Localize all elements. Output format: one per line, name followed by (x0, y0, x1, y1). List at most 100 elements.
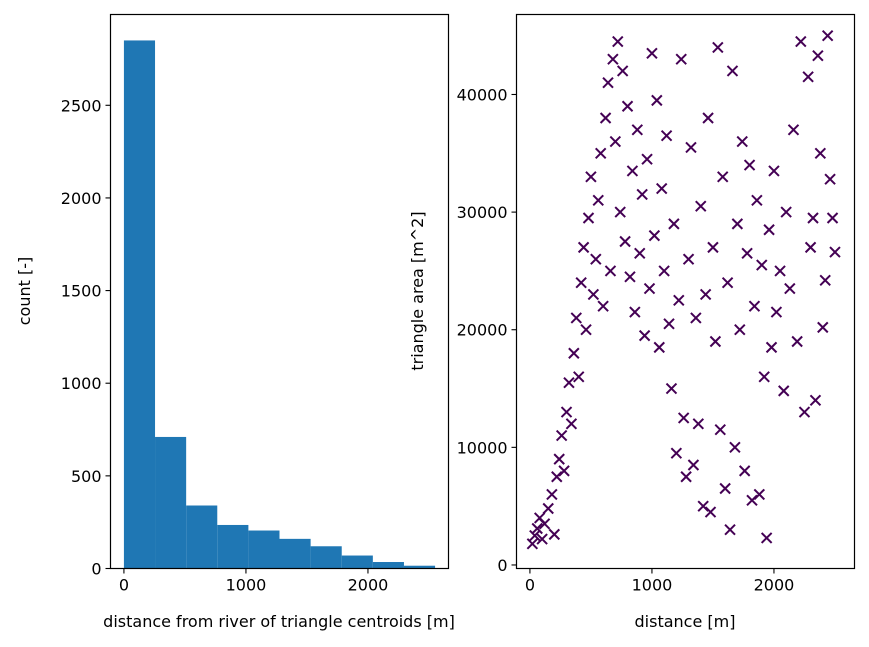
scatter-point (817, 321, 829, 334)
scatter-x-tick-label: 1000 (632, 576, 673, 595)
scatter-point (634, 247, 646, 259)
histogram-bar (372, 562, 404, 569)
scatter-point (809, 394, 822, 407)
scatter-point (616, 65, 629, 77)
scatter-point (697, 500, 709, 512)
scatter-point (573, 371, 585, 383)
scatter-point (807, 212, 819, 224)
scatter-point (724, 523, 736, 536)
scatter-point (651, 94, 663, 107)
scatter-x-tick-label: 2000 (754, 576, 795, 595)
scatter-point (738, 465, 751, 477)
histogram-x-tick-label: 2000 (348, 576, 389, 595)
scatter-point (741, 247, 753, 259)
scatter-point (560, 406, 573, 418)
scatter-point (784, 282, 796, 295)
scatter-point (629, 306, 641, 318)
scatter-point (548, 528, 561, 541)
scatter-point (714, 423, 726, 436)
histogram-bar (310, 546, 342, 569)
histogram-bar (248, 530, 280, 569)
scatter-point (758, 371, 770, 383)
scatter-point (631, 124, 644, 136)
scatter-point (729, 441, 741, 454)
scatter-point (668, 218, 680, 230)
scatter-point (553, 453, 565, 465)
scatter-point (648, 229, 661, 242)
scatter-point (746, 494, 758, 506)
scatter-point (602, 77, 614, 89)
scatter-point (770, 306, 783, 318)
scatter-point (743, 159, 756, 171)
scatter-point (826, 212, 839, 224)
scatter-x-tick-label: 0 (525, 576, 535, 595)
scatter-point (721, 276, 734, 289)
histogram-bar (403, 565, 436, 569)
scatter-y-axis-label: triangle area [m^2] (408, 211, 427, 370)
scatter-point (619, 235, 631, 248)
scatter-x-ticks: 0 1000 2000 (525, 568, 795, 595)
scatter-point (751, 194, 763, 207)
scatter-point (802, 71, 814, 83)
scatter-point (704, 506, 717, 518)
scatter-point (577, 241, 590, 254)
histogram-bar (186, 505, 218, 569)
scatter-point (829, 246, 841, 258)
scatter-point (748, 300, 761, 312)
scatter-point (542, 502, 554, 515)
scatter-point (765, 341, 778, 354)
scatter-point (636, 188, 648, 201)
scatter-point (709, 335, 722, 348)
scatter-point (587, 288, 600, 301)
scatter-y-tick-label: 10000 (457, 438, 508, 457)
scatter-point (675, 53, 687, 65)
scatter-point (798, 406, 811, 418)
scatter-point (695, 200, 707, 212)
scatter-point (814, 147, 827, 160)
histogram-x-tick-label: 1000 (226, 576, 267, 595)
scatter-x-axis-label: distance [m] (635, 612, 736, 631)
scatter-point (641, 153, 653, 165)
histogram-x-axis-label: distance from river of triangle centroid… (103, 612, 455, 631)
scatter-point (665, 382, 678, 395)
scatter-point (756, 259, 768, 271)
scatter-point (819, 274, 831, 287)
scatter-point (753, 488, 766, 501)
scatter-point (660, 129, 673, 142)
scatter-y-tick-label: 30000 (457, 203, 508, 222)
histogram-x-tick-label: 0 (119, 576, 129, 595)
scatter-point (536, 533, 548, 545)
scatter-point (538, 518, 551, 530)
scatter-point (712, 41, 724, 54)
scatter-point (646, 47, 658, 60)
scatter-y-tick-label: 20000 (457, 321, 508, 340)
scatter-point (607, 53, 619, 65)
scatter-point (555, 429, 568, 442)
scatter-point (687, 459, 700, 471)
scatter-point (702, 112, 714, 124)
histogram-bar (155, 436, 187, 569)
histogram-y-tick-label: 1000 (61, 374, 102, 393)
scatter-point (680, 471, 692, 483)
scatter-point (597, 300, 609, 312)
histogram-y-tick-label: 500 (71, 467, 102, 486)
histogram-y-tick-label: 0 (91, 560, 101, 579)
scatter-point (529, 529, 541, 542)
histogram-bar (123, 40, 156, 569)
scatter-point (719, 482, 731, 495)
scatter-point (787, 124, 800, 136)
histogram-panel: 0 1000 2000 0 500 1000 1500 2000 2500 distance … (15, 13, 455, 631)
scatter-point (570, 312, 582, 324)
scatter-point (655, 182, 668, 195)
scatter-frame (515, 13, 856, 570)
scatter-point (673, 294, 685, 307)
histogram-bar (217, 524, 249, 569)
scatter-point (804, 241, 817, 254)
scatter-point (626, 165, 639, 177)
scatter-point (768, 165, 780, 177)
scatter-point (624, 271, 636, 283)
scatter-point (580, 324, 592, 336)
scatter-point (531, 522, 543, 535)
scatter-point (551, 471, 563, 483)
histogram-y-tick-label: 2500 (61, 96, 102, 115)
